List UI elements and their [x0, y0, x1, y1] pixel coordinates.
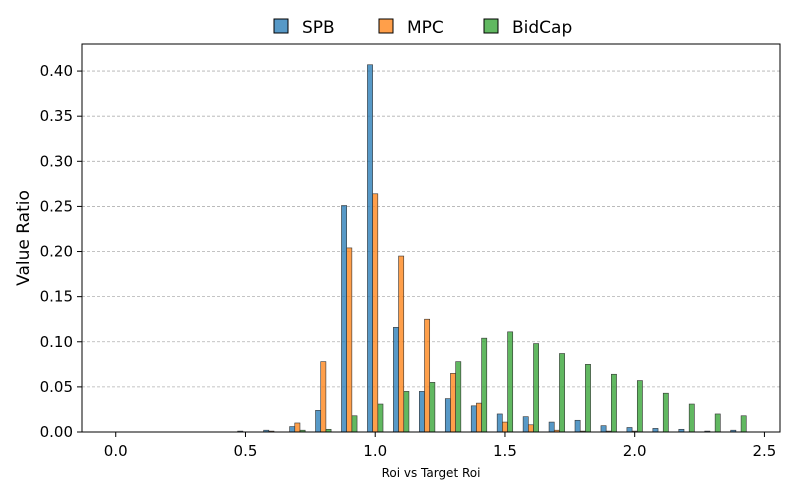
y-axis-label: Value Ratio: [14, 190, 34, 286]
bar: [476, 402, 482, 433]
y-tick-label: 0.00: [40, 423, 73, 441]
bar: [611, 373, 617, 433]
legend-item-bidcap: BidCap: [483, 18, 572, 38]
bar: [403, 391, 410, 433]
bar: [419, 391, 425, 433]
legend-label: BidCap: [512, 18, 572, 38]
legend-swatch: [378, 18, 394, 34]
bar: [522, 416, 529, 433]
bar: [444, 398, 451, 433]
axes-frame: [81, 43, 781, 433]
bar: [548, 421, 555, 433]
bar: [496, 413, 503, 433]
series-mpc: [268, 193, 638, 433]
bar: [398, 255, 405, 433]
y-tick-label: 0.05: [40, 378, 73, 396]
bar: [429, 382, 436, 433]
bar: [740, 415, 747, 433]
legend-swatch: [483, 18, 499, 34]
bar: [600, 425, 607, 433]
bar: [450, 373, 456, 433]
bar: [367, 64, 373, 433]
bar: [502, 421, 508, 433]
bar: [294, 422, 301, 433]
bar: [559, 353, 565, 433]
bar: [346, 247, 353, 433]
bar: [424, 318, 431, 433]
bar: [507, 331, 514, 433]
y-tick-label: 0.30: [40, 152, 73, 170]
bars: [237, 64, 747, 433]
legend-swatch: [273, 18, 289, 34]
y-tick-label: 0.25: [40, 197, 73, 215]
bar: [533, 343, 539, 433]
legend-label: MPC: [407, 18, 444, 38]
bar: [393, 327, 399, 433]
bar: [455, 361, 462, 433]
bar: [626, 427, 633, 433]
y-tick-label: 0.20: [40, 243, 73, 261]
x-tick-label: 0.5: [234, 442, 258, 460]
legend-item-mpc: MPC: [378, 18, 444, 38]
legend-label: SPB: [302, 18, 335, 38]
x-axis-ticks: 0.0 0.5 1.0 1.5 2.0 2.5: [104, 432, 777, 460]
bar: [351, 415, 358, 433]
x-axis-label: Roi vs Target Roi: [382, 466, 481, 480]
bar: [341, 205, 347, 433]
bar: [481, 337, 488, 433]
y-axis-ticks: 0.00 0.05 0.10 0.15 0.20 0.25 0.30 0.35 0.40: [40, 62, 82, 441]
bar: [662, 392, 669, 433]
bar: [714, 413, 721, 433]
y-tick-label: 0.15: [40, 288, 73, 306]
grid-lines: [82, 70, 780, 388]
bar: [636, 380, 643, 433]
x-tick-label: 0.0: [104, 442, 128, 460]
x-tick-label: 1.0: [363, 442, 387, 460]
bar: [289, 426, 296, 433]
legend: SPB MPC BidCap: [273, 18, 572, 38]
y-tick-label: 0.35: [40, 107, 73, 125]
bar: [688, 403, 695, 433]
y-tick-label: 0.40: [40, 62, 73, 80]
bar: [320, 361, 327, 433]
bar: [528, 424, 534, 433]
x-tick-label: 2.0: [623, 442, 647, 460]
bar: [315, 410, 322, 433]
bar: [585, 364, 591, 433]
x-tick-label: 1.5: [493, 442, 517, 460]
bar: [377, 403, 384, 433]
y-tick-label: 0.10: [40, 333, 73, 351]
bar: [574, 419, 581, 433]
bar: [372, 193, 379, 433]
bar: [470, 405, 477, 433]
x-tick-label: 2.5: [753, 442, 777, 460]
bar: [652, 428, 659, 433]
legend-item-spb: SPB: [273, 18, 335, 38]
